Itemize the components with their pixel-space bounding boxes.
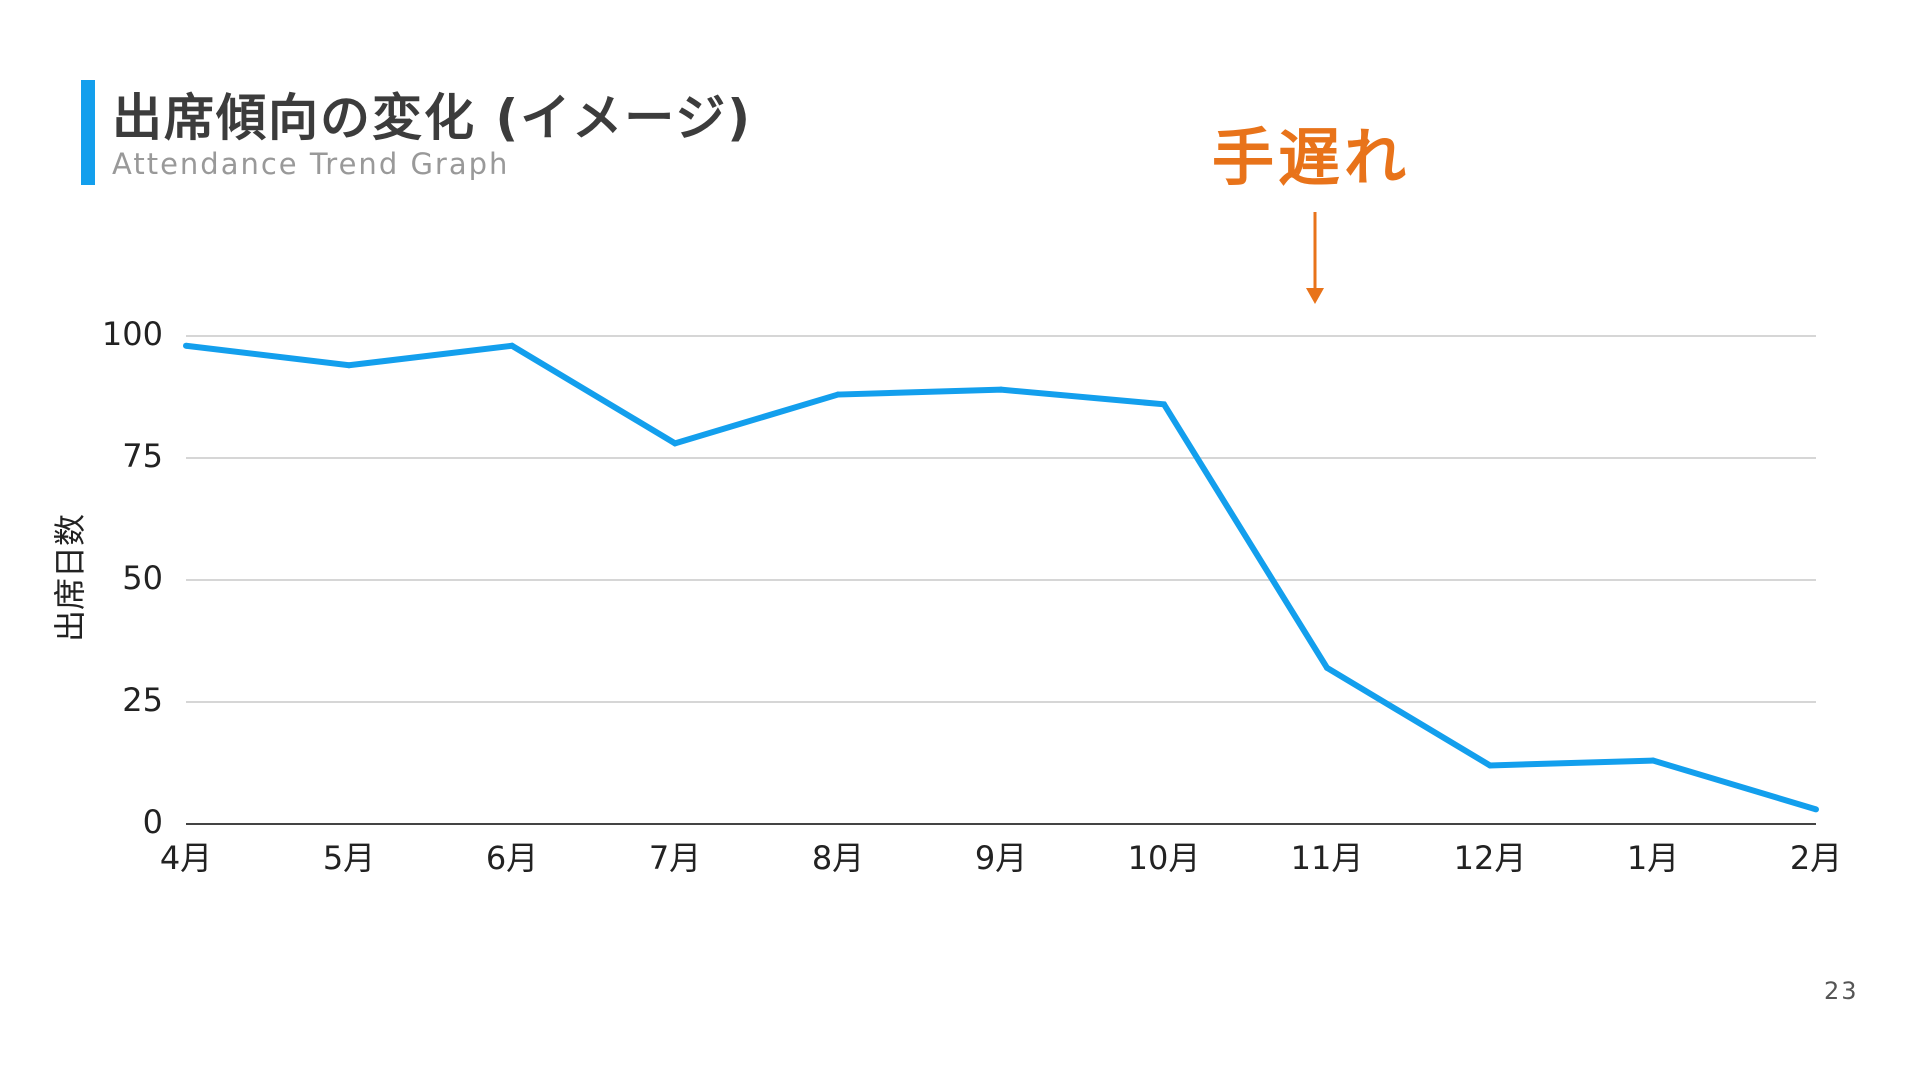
data-point bbox=[1324, 664, 1330, 671]
x-tick-label: 11月 bbox=[1291, 839, 1364, 877]
data-point bbox=[998, 386, 1004, 393]
data-point bbox=[672, 440, 678, 447]
y-tick-label: 100 bbox=[102, 315, 163, 353]
series-line bbox=[185, 342, 1817, 813]
data-point bbox=[346, 362, 352, 369]
x-tick-label: 6月 bbox=[486, 839, 538, 877]
x-axis-ticks: 4月 5月 6月 7月 8月 9月 10月 11月 12月 1月 2月 bbox=[160, 839, 1842, 877]
y-tick-label: 25 bbox=[122, 681, 163, 719]
x-tick-label: 9月 bbox=[975, 839, 1027, 877]
annotation-layer bbox=[1306, 212, 1324, 304]
data-point bbox=[835, 391, 841, 398]
page-number: 23 bbox=[1824, 977, 1859, 1005]
y-tick-label: 75 bbox=[122, 437, 163, 475]
data-point bbox=[1487, 762, 1493, 769]
data-point bbox=[1813, 806, 1819, 813]
y-axis-title: 出席日数 bbox=[51, 514, 89, 642]
late-annotation: 手遅れ bbox=[1212, 121, 1411, 194]
title-accent-bar bbox=[81, 80, 95, 185]
x-tick-label: 1月 bbox=[1627, 839, 1679, 877]
data-point bbox=[509, 342, 515, 349]
x-tick-label: 8月 bbox=[812, 839, 864, 877]
page-subtitle: Attendance Trend Graph bbox=[112, 147, 510, 181]
series-layer bbox=[183, 342, 1819, 813]
x-tick-label: 2月 bbox=[1790, 839, 1842, 877]
y-tick-label: 0 bbox=[143, 803, 163, 841]
page-title: 出席傾向の変化 (イメージ) bbox=[112, 89, 753, 147]
y-tick-label: 50 bbox=[122, 559, 163, 597]
down-arrow-icon bbox=[1306, 288, 1324, 304]
y-axis-ticks: 0 25 50 75 100 bbox=[102, 315, 163, 841]
grid-lines bbox=[186, 335, 1816, 825]
data-point bbox=[1650, 757, 1656, 764]
data-point bbox=[1161, 401, 1167, 408]
x-tick-label: 10月 bbox=[1128, 839, 1201, 877]
x-tick-label: 4月 bbox=[160, 839, 212, 877]
x-tick-label: 12月 bbox=[1454, 839, 1527, 877]
data-point bbox=[183, 342, 189, 349]
x-tick-label: 5月 bbox=[323, 839, 375, 877]
x-tick-label: 7月 bbox=[649, 839, 701, 877]
